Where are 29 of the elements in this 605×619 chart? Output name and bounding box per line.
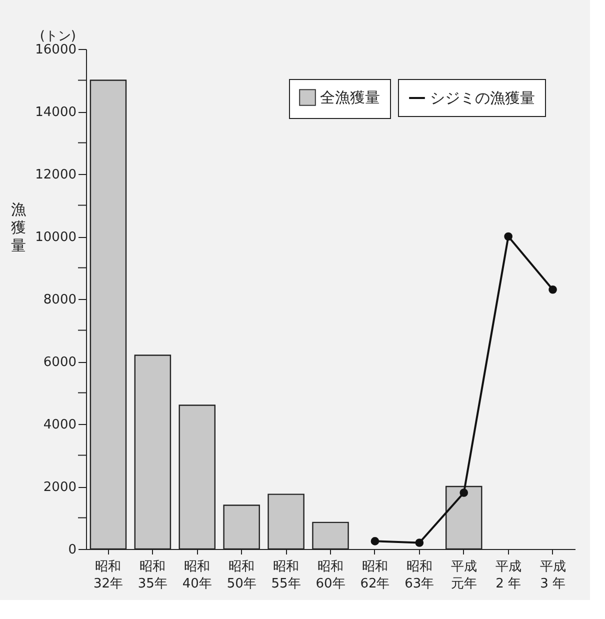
y-tick-label: 2000: [43, 480, 76, 495]
point: [460, 488, 468, 497]
text: (トン): [40, 29, 76, 44]
legend-label: 全漁獲量: [320, 88, 380, 106]
point: [370, 537, 380, 546]
x-tick-label: 平成3 年: [540, 560, 566, 592]
x-tick-label: 昭和40年: [182, 560, 212, 592]
y-tick-label: 10000: [35, 230, 76, 245]
x-tick-label: 昭和35年: [138, 560, 168, 592]
point: [548, 285, 557, 294]
point: [504, 232, 512, 241]
y-tick-label: 8000: [43, 292, 76, 308]
y-axis-title: 漁獲量: [11, 200, 26, 254]
y-tick-label: 6000: [43, 355, 76, 370]
x-tick-label: 昭和50年: [226, 560, 256, 592]
x-tick-label: 昭和62年: [360, 560, 390, 592]
x-tick-label: 昭和60年: [316, 560, 346, 592]
y-tick-label: 0: [68, 542, 76, 558]
x-tick-label: 昭和63年: [404, 560, 434, 592]
y-tick-label: 12000: [35, 168, 76, 182]
legend-label: シジミの漁獲量: [430, 89, 535, 107]
y-tick-label: 16000: [35, 42, 76, 58]
y-tick-label: 14000: [35, 105, 76, 120]
point: [415, 538, 424, 547]
x-tick-label: 平成元年: [450, 560, 477, 592]
x-tick-label: 昭和55年: [271, 560, 301, 592]
x-tick-label: 昭和32年: [93, 560, 123, 592]
y-tick-label: 4000: [43, 418, 76, 432]
x-tick-label: 平成2 年: [495, 560, 522, 592]
